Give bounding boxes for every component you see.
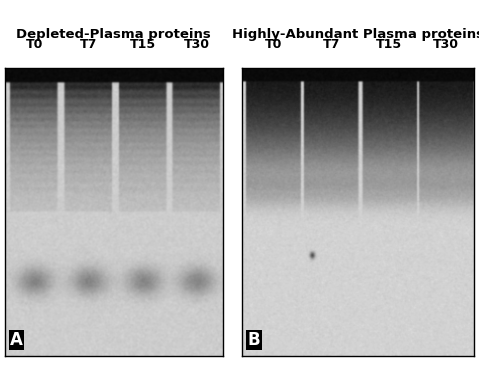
Text: T15: T15 xyxy=(130,38,156,51)
Text: T7: T7 xyxy=(323,38,340,51)
Text: T7: T7 xyxy=(80,38,97,51)
Text: T0: T0 xyxy=(264,38,282,51)
Text: T30: T30 xyxy=(183,38,210,51)
Title: Highly-Abundant Plasma proteins: Highly-Abundant Plasma proteins xyxy=(232,28,479,41)
Text: A: A xyxy=(10,331,23,349)
Title: Depleted-Plasma proteins: Depleted-Plasma proteins xyxy=(16,28,211,41)
Text: T30: T30 xyxy=(433,38,459,51)
Text: T0: T0 xyxy=(25,38,43,51)
Text: T15: T15 xyxy=(376,38,402,51)
Text: B: B xyxy=(248,331,260,349)
